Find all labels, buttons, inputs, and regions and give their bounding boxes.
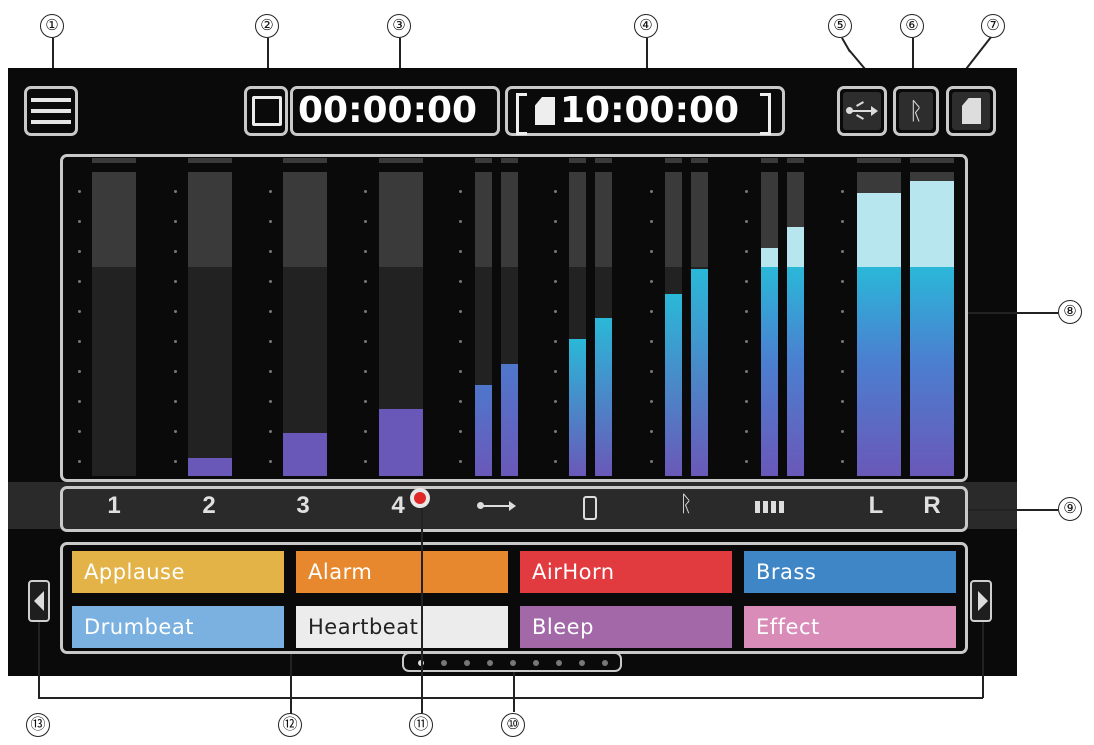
pads-icon <box>755 501 785 513</box>
channel-label-2: 2 <box>202 492 216 519</box>
callout-3: ③ <box>387 14 411 38</box>
usb-icon <box>843 92 881 130</box>
sound-pad-airhorn[interactable]: AirHorn <box>520 551 732 593</box>
channel-label-1: 1 <box>107 492 121 519</box>
page-dot[interactable] <box>487 660 493 666</box>
usb-status-button[interactable] <box>837 86 887 136</box>
smartphone-icon <box>583 496 597 520</box>
sound-pad-heartbeat[interactable]: Heartbeat <box>296 606 508 648</box>
leader-line-13b <box>982 622 984 698</box>
leader-line-12 <box>290 654 292 714</box>
leader-line-1 <box>52 38 54 88</box>
callout-9: ⑨ <box>1058 497 1082 521</box>
channel-label-left: L <box>868 492 884 519</box>
stop-icon <box>252 96 282 126</box>
callout-13: ⑬ <box>26 713 50 737</box>
leader-line-9 <box>968 509 1058 511</box>
bracket-left <box>516 93 527 135</box>
bluetooth-status-button[interactable] <box>893 86 939 136</box>
sd-card-icon <box>535 97 555 125</box>
leader-line-6 <box>912 38 914 86</box>
bluetooth-icon: ᚱ <box>899 92 933 130</box>
page-dot[interactable] <box>441 660 447 666</box>
leader-line-13a <box>38 622 40 698</box>
channel-label-4: 4 <box>391 492 405 519</box>
leader-line-4 <box>646 38 648 86</box>
callout-10: ⑩ <box>501 713 525 737</box>
channel-label-frame <box>60 486 968 532</box>
leader-line-2 <box>267 38 269 86</box>
leader-line-8 <box>968 312 1058 314</box>
chevron-left-icon <box>34 591 44 611</box>
record-time-frame <box>290 86 500 136</box>
callout-6: ⑥ <box>900 14 924 38</box>
callout-1: ① <box>40 14 64 38</box>
usb-channel-icon <box>477 495 517 517</box>
leader-line-10 <box>513 672 515 712</box>
next-page-button[interactable] <box>970 580 992 622</box>
bracket-right <box>760 93 771 135</box>
channel-label-3: 3 <box>296 492 310 519</box>
sound-pad-drumbeat[interactable]: Drumbeat <box>72 606 284 648</box>
sound-pad-applause[interactable]: Applause <box>72 551 284 593</box>
remaining-time: 10:00:00 <box>560 90 740 131</box>
page-dot[interactable] <box>556 660 562 666</box>
callout-11: ⑪ <box>409 713 433 737</box>
hamburger-menu-icon <box>31 95 71 127</box>
record-time: 00:00:00 <box>298 90 478 131</box>
page-dot[interactable] <box>533 660 539 666</box>
callout-4: ④ <box>634 14 658 38</box>
sd-card-status-button[interactable] <box>946 86 996 136</box>
menu-button[interactable] <box>24 86 78 136</box>
remaining-time-frame <box>505 86 785 136</box>
callout-5: ⑤ <box>828 14 852 38</box>
leader-line-3 <box>399 38 401 86</box>
stop-indicator-frame <box>244 86 288 136</box>
pagination-frame <box>402 652 622 672</box>
chevron-right-icon <box>978 591 988 611</box>
record-indicator-icon <box>410 488 430 508</box>
sound-pad-alarm[interactable]: Alarm <box>296 551 508 593</box>
callout-7: ⑦ <box>981 14 1005 38</box>
sound-pad-brass[interactable]: Brass <box>744 551 956 593</box>
page-dot[interactable] <box>464 660 470 666</box>
sd-card-status-icon <box>952 92 990 130</box>
leader-line-11 <box>421 508 423 713</box>
leader-line-10-13 <box>38 697 983 699</box>
meter-area-frame <box>60 154 968 482</box>
callout-2: ② <box>255 14 279 38</box>
callout-8: ⑧ <box>1058 300 1082 324</box>
bluetooth-channel-icon: ᚱ <box>679 492 693 517</box>
prev-page-button[interactable] <box>28 580 50 622</box>
callout-12: ⑫ <box>278 713 302 737</box>
sound-pad-bleep[interactable]: Bleep <box>520 606 732 648</box>
channel-label-right: R <box>923 492 941 519</box>
page-dot[interactable] <box>579 660 585 666</box>
page-dot[interactable] <box>602 660 608 666</box>
page-dot[interactable] <box>510 660 516 666</box>
sound-pad-effect[interactable]: Effect <box>744 606 956 648</box>
